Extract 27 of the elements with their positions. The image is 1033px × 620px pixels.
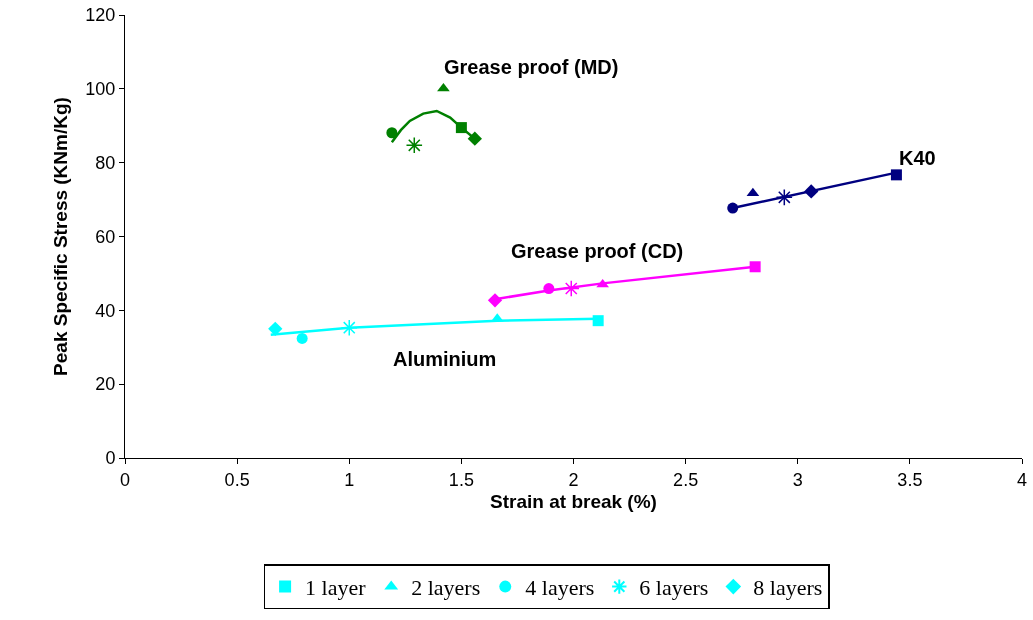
annotation: K40: [899, 147, 936, 169]
legend-label: 1 layer: [305, 575, 367, 601]
legend-label: 8 layers: [753, 575, 823, 601]
annotation: Grease proof (CD): [511, 240, 684, 262]
y-tick-label: 40: [95, 300, 116, 321]
x-tick-label: 0.5: [224, 469, 250, 490]
annotation: Aluminium: [393, 348, 497, 370]
x-tick-label: 4: [1016, 469, 1028, 490]
legend-label: 4 layers: [525, 575, 595, 601]
y-tick-label: 0: [105, 448, 116, 469]
legend-label: 6 layers: [639, 575, 709, 601]
x-tick-label: 2: [568, 469, 579, 490]
y-tick-label: 120: [85, 5, 116, 26]
annotation: Grease proof (MD): [444, 56, 619, 78]
legend-label: 2 layers: [411, 575, 481, 601]
y-tick-label: 100: [85, 79, 116, 100]
y-tick-label: 20: [95, 374, 116, 395]
x-axis-title: Strain at break (%): [490, 491, 657, 513]
x-tick-label: 1.5: [448, 469, 474, 490]
y-tick-label: 60: [95, 226, 116, 247]
x-tick-label: 1: [344, 469, 355, 490]
y-axis-title: Peak Specific Stress (KNm/Kg): [50, 97, 72, 376]
x-tick-label: 2.5: [673, 469, 699, 490]
x-tick-label: 0: [119, 469, 131, 490]
x-tick-label: 3: [792, 469, 803, 490]
y-tick-label: 80: [95, 152, 116, 173]
x-tick-label: 3.5: [897, 469, 923, 490]
